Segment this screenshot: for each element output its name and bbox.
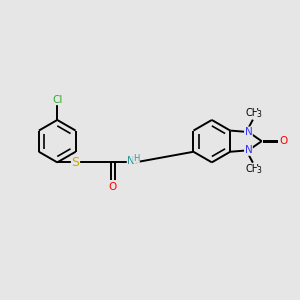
Text: N: N (244, 127, 252, 137)
Text: Cl: Cl (52, 95, 62, 105)
Text: O: O (280, 136, 288, 146)
Text: O: O (109, 182, 117, 192)
Text: N: N (244, 145, 252, 155)
Text: H: H (133, 154, 140, 163)
Text: CH: CH (246, 108, 260, 118)
Text: 3: 3 (257, 166, 262, 175)
Text: CH: CH (246, 164, 260, 174)
Text: 3: 3 (257, 110, 262, 119)
Text: N: N (127, 156, 135, 166)
Text: S: S (71, 156, 80, 169)
